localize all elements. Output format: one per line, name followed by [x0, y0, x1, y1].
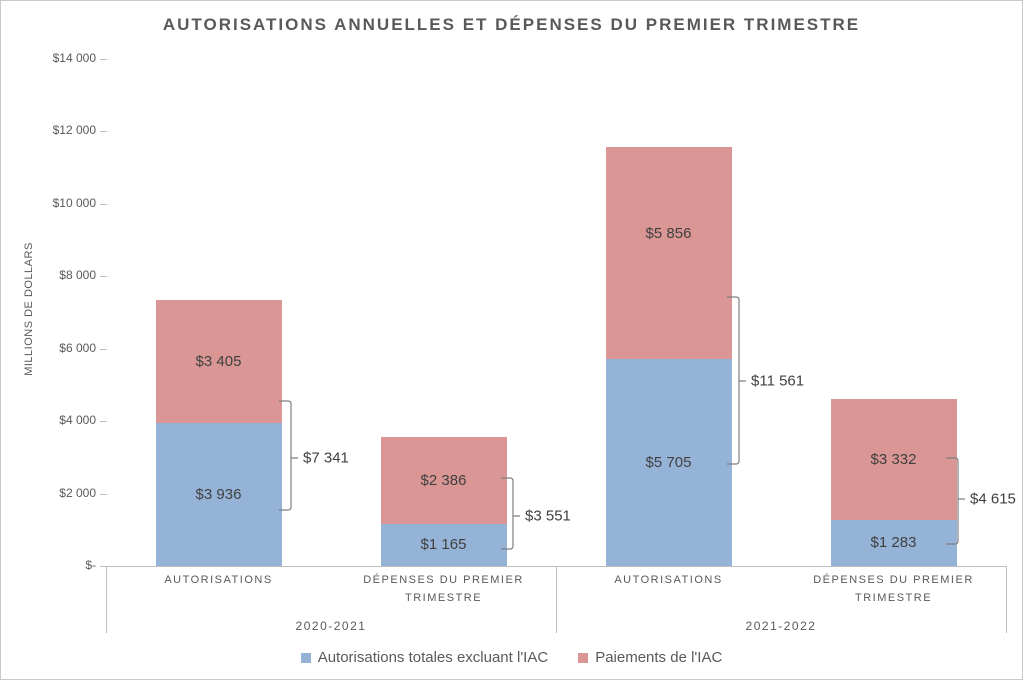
y-tick-mark — [100, 131, 107, 133]
y-tick-label: $10 000 — [52, 195, 96, 210]
total-value-label: $7 341 — [303, 449, 349, 467]
bar-segment-blue: $5 705 — [605, 359, 732, 566]
bar-value-label: $2 386 — [420, 472, 467, 490]
y-tick-mark — [100, 421, 107, 423]
y-tick-label: $12 000 — [52, 123, 96, 138]
category-separator — [1006, 566, 1007, 633]
y-tick-label: $2 000 — [59, 485, 96, 500]
group-label: 2021-2022 — [745, 619, 817, 633]
bar-segment-blue: $3 936 — [155, 423, 282, 566]
y-tick-label: $4 000 — [59, 413, 96, 428]
bar-value-label: $5 705 — [645, 454, 692, 472]
y-tick-label: $14 000 — [52, 51, 96, 65]
y-tick-label: $- — [85, 558, 96, 572]
y-tick-mark — [100, 566, 107, 567]
total-bracket — [279, 400, 298, 511]
y-tick-label: $8 000 — [59, 268, 96, 283]
group-label: 2020-2021 — [295, 619, 367, 633]
bar-segment-red: $3 405 — [155, 300, 282, 424]
y-tick-mark — [100, 59, 107, 60]
legend-swatch-red — [578, 652, 589, 663]
bar-value-label: $3 332 — [870, 450, 917, 468]
legend-item-autorisations-totales: Autorisations totales excluant l'IAC — [300, 649, 549, 666]
y-axis-title: MILLIONS DE DOLLARS — [23, 242, 35, 376]
y-tick-label: $6 000 — [59, 340, 96, 355]
bar-segment-blue: $1 165 — [380, 523, 507, 566]
category-label: DÉPENSES DU PREMIER TRIMESTRE — [363, 574, 524, 604]
category-label: DÉPENSES DU PREMIER TRIMESTRE — [813, 574, 974, 604]
category-label: AUTORISATIONS — [614, 574, 723, 586]
bar-segment-blue: $1 283 — [830, 519, 957, 566]
bar-segment-red: $2 386 — [380, 437, 507, 524]
y-tick-mark — [100, 203, 107, 205]
total-value-label: $11 561 — [751, 372, 805, 390]
bar-value-label: $1 165 — [420, 536, 467, 554]
legend-label-paiements-iac: Paiements de l'IAC — [595, 649, 723, 666]
y-tick-mark — [100, 276, 107, 278]
bar-segment-red: $3 332 — [830, 398, 957, 520]
bar-segment-red: $5 856 — [605, 147, 732, 360]
category-label: AUTORISATIONS — [164, 574, 273, 586]
category-separator — [106, 566, 107, 633]
y-tick-mark — [100, 493, 107, 495]
bar-value-label: $1 283 — [870, 534, 917, 552]
total-value-label: $4 615 — [970, 490, 1016, 508]
legend: Autorisations totales excluant l'IAC Pai… — [1, 649, 1022, 666]
legend-item-paiements-iac: Paiements de l'IAC — [578, 649, 722, 666]
chart-title: AUTORISATIONS ANNUELLES ET DÉPENSES DU P… — [162, 15, 861, 34]
y-tick-mark — [100, 348, 107, 350]
bar-value-label: $3 405 — [195, 353, 242, 371]
bar-value-label: $5 856 — [645, 224, 692, 242]
total-value-label: $3 551 — [525, 507, 571, 525]
bar-value-label: $3 936 — [195, 486, 242, 504]
legend-swatch-blue — [300, 652, 311, 663]
legend-label-autorisations-totales: Autorisations totales excluant l'IAC — [317, 649, 549, 666]
category-separator — [556, 566, 557, 633]
